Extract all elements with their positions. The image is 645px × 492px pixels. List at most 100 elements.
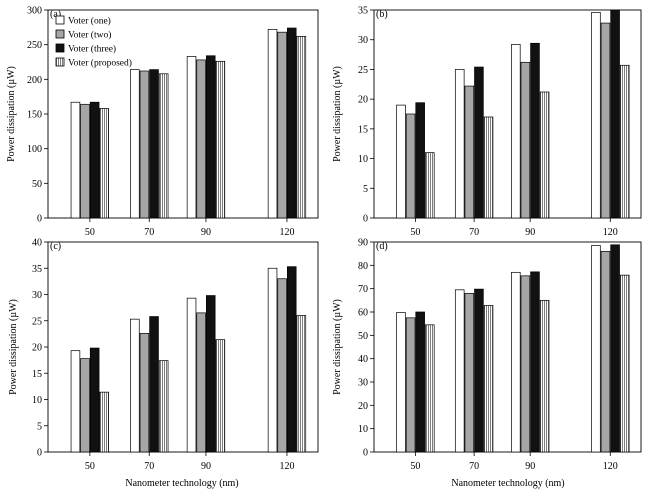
panel-c-ytick-label: 30 (32, 290, 42, 301)
panel-d-xtick-label: 50 (410, 461, 420, 472)
bar-a-voter-three-120 (287, 28, 296, 218)
panel-d-ytick-label: 0 (363, 448, 368, 459)
bar-d-voter-one-70 (455, 290, 464, 452)
panel-c-ytick-label: 35 (32, 264, 42, 275)
bar-d-voter-two-120 (601, 251, 610, 452)
bar-a-voter-three-90 (206, 56, 215, 218)
bar-d-voter-three-120 (611, 245, 620, 452)
bar-b-voter-one-50 (397, 105, 406, 218)
bar-c-voter-three-90 (206, 296, 215, 452)
bar-c-voter-proposed-70 (159, 361, 168, 452)
panel-c-ytick-label: 40 (32, 238, 42, 249)
panel-a-xtick-label: 50 (85, 227, 95, 238)
panel-b-ylabel: Power dissipation (µW) (332, 66, 343, 162)
bar-b-voter-proposed-90 (540, 92, 549, 218)
panel-d-xtick-label: 70 (469, 461, 479, 472)
bar-d-voter-three-90 (531, 272, 540, 452)
bar-c-voter-one-50 (71, 351, 80, 452)
bar-c-voter-two-50 (81, 359, 90, 452)
legend-label-voter-one: Voter (one) (68, 16, 111, 27)
bar-d-voter-proposed-70 (484, 305, 493, 452)
panel-b-ytick-label: 35 (358, 6, 368, 17)
panel-b-ytick-label: 25 (358, 65, 368, 76)
panel-d-ytick-label: 80 (358, 261, 368, 272)
panel-d-ytick-label: 50 (358, 331, 368, 342)
panel-a-ytick-label: 300 (27, 6, 42, 17)
bar-c-voter-one-90 (187, 298, 196, 452)
bar-a-voter-two-90 (197, 60, 206, 218)
panel-c: 051015202530354050 70 90 120 (c) Power diss… (8, 238, 318, 490)
panel-a-ylabel: Power dissipation (µW) (6, 66, 17, 162)
figure-canvas: 05010015020025030050 70 90 120 (a) Power di… (0, 0, 645, 492)
panel-c-ytick-label: 15 (32, 369, 42, 380)
bar-d-voter-proposed-120 (620, 275, 629, 452)
panel-c-ytick-label: 0 (37, 448, 42, 459)
legend: Voter (one) Voter (two) Voter (three) Vo… (56, 16, 132, 69)
panel-d-xtick-label: 120 (603, 461, 618, 472)
bar-d-voter-one-120 (592, 246, 601, 453)
bar-c-voter-proposed-120 (297, 316, 306, 453)
panel-b-label: (b) (376, 9, 388, 20)
bar-d-voter-proposed-50 (425, 325, 434, 452)
panel-b-ytick-label: 15 (358, 124, 368, 135)
bar-c-voter-proposed-50 (100, 392, 109, 452)
panel-d: 0 10 20 30 40 50 60 70 80 90 50 70 90 120 (d) Power d… (332, 238, 641, 490)
legend-swatch-voter-one (56, 16, 64, 24)
bar-c-voter-three-50 (90, 348, 99, 452)
bar-c-voter-proposed-90 (216, 340, 225, 452)
legend-swatch-voter-three (56, 44, 64, 52)
bar-b-voter-two-120 (601, 23, 610, 218)
bar-b-voter-two-90 (521, 62, 530, 218)
panel-a-ytick-label: 250 (27, 40, 42, 51)
bar-b-voter-two-70 (465, 86, 474, 218)
bar-a-voter-two-70 (140, 71, 149, 218)
legend-label-voter-three: Voter (three) (68, 44, 116, 55)
legend-label-voter-proposed: Voter (proposed) (68, 58, 132, 69)
bar-c-voter-one-120 (268, 268, 277, 452)
bar-b-voter-three-50 (416, 103, 425, 218)
panel-c-label: (c) (50, 241, 61, 252)
panel-b: 0 5 10 15 20 25 30 35 50 70 90 120 (b) Power dissip… (332, 6, 641, 239)
panel-c-xtick-label: 90 (201, 461, 211, 472)
bar-b-voter-three-120 (611, 10, 620, 218)
bar-d-voter-two-70 (465, 293, 474, 452)
panel-d-ytick-label: 60 (358, 308, 368, 319)
panel-b-ytick-label: 0 (363, 214, 368, 225)
bar-c-voter-two-70 (140, 333, 149, 452)
legend-swatch-voter-proposed (56, 58, 64, 66)
bar-a-voter-one-70 (130, 70, 139, 218)
bar-d-voter-two-90 (521, 276, 530, 452)
bar-b-voter-three-90 (531, 43, 540, 218)
panel-d-xtick-label: 90 (525, 461, 535, 472)
bar-b-voter-two-50 (406, 114, 415, 218)
panel-d-ytick-label: 20 (358, 401, 368, 412)
bar-b-voter-one-70 (455, 69, 464, 218)
panel-d-label: (d) (376, 241, 388, 252)
bar-d-voter-proposed-90 (540, 300, 549, 452)
panel-c-plot: 051015202530354050 70 90 120 (32, 238, 318, 473)
panel-c-xlabel: Nanometer technology (nm) (125, 478, 238, 489)
panel-b-xtick-label: 120 (603, 227, 618, 238)
panel-b-ytick-label: 30 (358, 35, 368, 46)
bar-a-voter-one-50 (71, 102, 80, 218)
bar-a-voter-proposed-70 (159, 74, 168, 218)
bar-d-voter-one-90 (511, 272, 520, 452)
legend-label-voter-two: Voter (two) (68, 30, 111, 41)
panel-b-xtick-label: 90 (525, 227, 535, 238)
bar-d-voter-three-70 (475, 289, 484, 452)
panel-d-xlabel: Nanometer technology (nm) (451, 478, 564, 489)
panel-a-xtick-label: 120 (279, 227, 294, 238)
panel-a-ytick-label: 100 (27, 144, 42, 155)
panel-b-ytick-label: 20 (358, 95, 368, 106)
bar-a-voter-two-50 (81, 104, 90, 218)
bar-d-voter-two-50 (406, 318, 415, 452)
panel-b-xtick-label: 50 (410, 227, 420, 238)
panel-a-ytick-label: 200 (27, 75, 42, 86)
panel-d-ylabel: Power dissipation (µW) (332, 299, 343, 395)
panel-a-xtick-label: 70 (144, 227, 154, 238)
panel-b-ytick-label: 5 (363, 184, 368, 195)
panel-a-ytick-label: 0 (37, 214, 42, 225)
panel-c-xtick-label: 50 (85, 461, 95, 472)
panel-d-ytick-label: 10 (358, 424, 368, 435)
panel-a-ytick-label: 50 (32, 179, 42, 190)
